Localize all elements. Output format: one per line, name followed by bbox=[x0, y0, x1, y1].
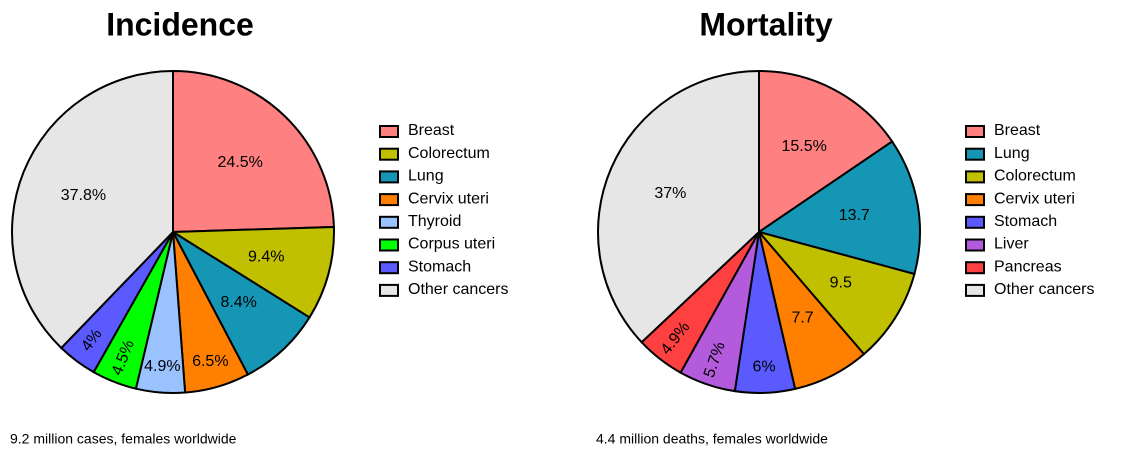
legend-swatch bbox=[965, 215, 985, 229]
legend-label: Breast bbox=[994, 122, 1041, 139]
slice-label: 9.4% bbox=[248, 248, 284, 265]
legend-swatch bbox=[379, 238, 399, 252]
legend-swatch bbox=[379, 170, 399, 184]
pie-slice bbox=[758, 69, 894, 234]
chart-title: Mortality bbox=[699, 6, 833, 42]
slice-label: 8.4% bbox=[220, 294, 256, 311]
legend-swatch bbox=[965, 238, 985, 252]
slice-label: 6% bbox=[753, 358, 776, 375]
legend-label: Other cancers bbox=[408, 281, 508, 298]
pie-slice bbox=[169, 225, 335, 319]
legend-swatch bbox=[379, 125, 399, 138]
legend-swatch bbox=[379, 193, 399, 207]
chart-title: Incidence bbox=[106, 6, 254, 42]
pie-slice bbox=[756, 140, 921, 276]
legend-label: Cervix uteri bbox=[408, 190, 489, 207]
legend-swatch bbox=[379, 215, 399, 229]
pie-slice bbox=[170, 229, 311, 376]
legend-swatch bbox=[965, 147, 985, 161]
legend-swatch bbox=[965, 283, 985, 297]
legend-label: Corpus uteri bbox=[408, 236, 495, 253]
legend-label: Stomach bbox=[408, 258, 471, 275]
legend-label: Liver bbox=[994, 236, 1029, 253]
slice-label: 37% bbox=[654, 185, 686, 202]
slice-label: 15.5% bbox=[782, 138, 827, 155]
legend-swatch bbox=[965, 125, 985, 138]
legend-swatch bbox=[379, 261, 399, 275]
legend-label: Colorectum bbox=[408, 145, 490, 162]
legend-label: Stomach bbox=[994, 213, 1057, 230]
slice-label: 37.8% bbox=[61, 187, 106, 204]
legend-swatch bbox=[965, 170, 985, 184]
legend-label: Pancreas bbox=[994, 258, 1062, 275]
pie-slice bbox=[11, 69, 174, 350]
slice-label: 9.5 bbox=[830, 275, 852, 292]
pie-slice bbox=[172, 69, 335, 234]
legend-label: Colorectum bbox=[994, 168, 1076, 185]
legend-label: Lung bbox=[408, 168, 444, 185]
slice-label: 13.7 bbox=[839, 207, 870, 224]
legend-label: Cervix uteri bbox=[994, 190, 1075, 207]
pie-slice bbox=[756, 230, 916, 356]
slice-label: 7.7 bbox=[791, 309, 813, 326]
legend-swatch bbox=[965, 193, 985, 207]
caption: 4.4 million deaths, females worldwide bbox=[596, 431, 828, 447]
legend-label: Thyroid bbox=[408, 213, 461, 230]
pie-slice bbox=[597, 69, 760, 344]
slice-label: 6.5% bbox=[192, 353, 228, 370]
slice-label: 24.5% bbox=[218, 154, 263, 171]
legend-swatch bbox=[379, 147, 399, 161]
legend-swatch bbox=[379, 283, 399, 297]
legend-swatch bbox=[965, 261, 985, 275]
slice-label: 4.9% bbox=[144, 358, 180, 375]
legend-label: Other cancers bbox=[994, 281, 1094, 298]
legend-label: Breast bbox=[408, 122, 455, 139]
legend-label: Lung bbox=[994, 145, 1030, 162]
caption: 9.2 million cases, females worldwide bbox=[10, 431, 237, 447]
